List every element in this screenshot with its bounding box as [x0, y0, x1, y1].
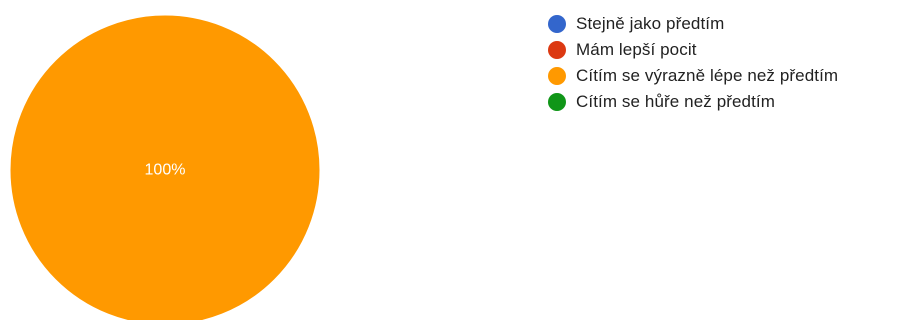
legend-swatch-1: [548, 41, 566, 59]
legend-item-0[interactable]: Stejně jako předtím: [548, 11, 893, 37]
legend-item-2[interactable]: Cítím se výrazně lépe než předtím: [548, 63, 893, 89]
chart-legend: Stejně jako předtím Mám lepší pocit Cítí…: [548, 11, 893, 115]
legend-swatch-2: [548, 67, 566, 85]
legend-label-3: Cítím se hůře než předtím: [576, 92, 776, 111]
legend-label-0: Stejně jako předtím: [576, 14, 725, 33]
pie-data-label-2: 100%: [145, 162, 186, 179]
legend-swatch-3: [548, 93, 566, 111]
legend-item-1[interactable]: Mám lepší pocit: [548, 37, 893, 63]
legend-label-2: Cítím se výrazně lépe než předtím: [576, 66, 839, 85]
legend-item-3[interactable]: Cítím se hůře než předtím: [548, 89, 893, 115]
pie-slice-2[interactable]: [9, 14, 321, 320]
legend-swatch-0: [548, 15, 566, 33]
legend-label-1: Mám lepší pocit: [576, 40, 697, 59]
